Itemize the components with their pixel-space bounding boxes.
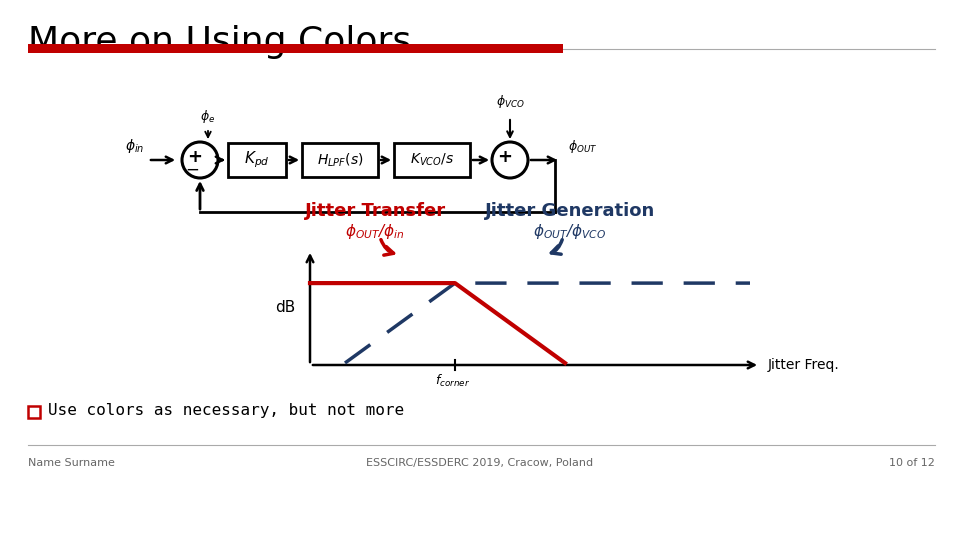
Text: $\phi_{e}$: $\phi_{e}$ xyxy=(201,108,216,125)
Text: $\phi_{OUT}$: $\phi_{OUT}$ xyxy=(568,138,597,155)
Text: Name Surname: Name Surname xyxy=(28,458,115,468)
Bar xyxy=(228,143,286,177)
Text: ESSCIRC/ESSDERC 2019, Cracow, Poland: ESSCIRC/ESSDERC 2019, Cracow, Poland xyxy=(367,458,593,468)
Text: Jitter Generation: Jitter Generation xyxy=(485,202,655,220)
Text: $\phi_{in}$: $\phi_{in}$ xyxy=(126,137,145,155)
Bar xyxy=(28,44,563,53)
Text: Jitter Transfer: Jitter Transfer xyxy=(304,202,445,220)
Bar xyxy=(28,406,40,418)
Text: $K_{pd}$: $K_{pd}$ xyxy=(244,150,270,170)
Text: More on Using Colors: More on Using Colors xyxy=(28,25,411,59)
Text: $K_{VCO}/s$: $K_{VCO}/s$ xyxy=(410,152,454,168)
Text: Jitter Freq.: Jitter Freq. xyxy=(768,358,840,372)
Text: $H_{LPF}(s)$: $H_{LPF}(s)$ xyxy=(317,151,363,168)
Text: $\phi_{VCO}$: $\phi_{VCO}$ xyxy=(495,93,524,110)
Text: $\phi_{OUT}$/$\phi_{VCO}$: $\phi_{OUT}$/$\phi_{VCO}$ xyxy=(534,222,607,241)
Text: 10 of 12: 10 of 12 xyxy=(889,458,935,468)
Text: dB: dB xyxy=(275,300,295,315)
Text: +: + xyxy=(497,148,513,166)
Bar xyxy=(394,143,470,177)
Text: −: − xyxy=(185,161,199,179)
Bar xyxy=(302,143,378,177)
Text: $\phi_{OUT}$/$\phi_{in}$: $\phi_{OUT}$/$\phi_{in}$ xyxy=(346,222,405,241)
Text: Use colors as necessary, but not more: Use colors as necessary, but not more xyxy=(48,403,404,418)
Text: $f_{corner}$: $f_{corner}$ xyxy=(436,373,470,389)
Text: +: + xyxy=(187,148,203,166)
